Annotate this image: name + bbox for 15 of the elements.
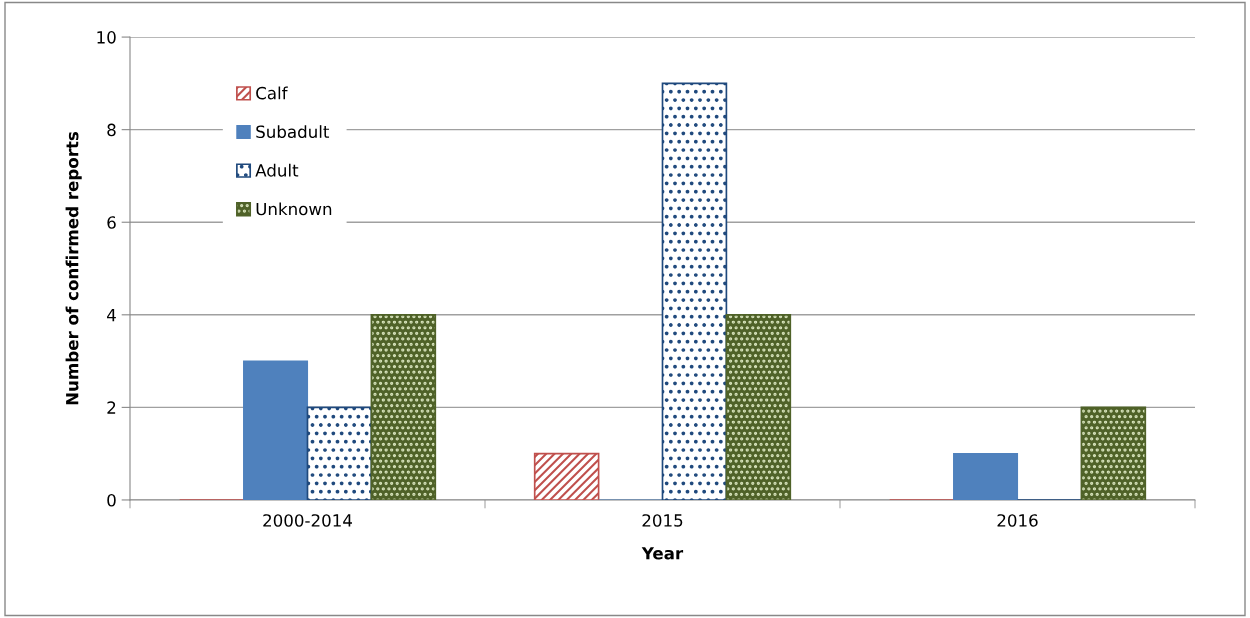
y-axis-title: Number of confirmed reports — [65, 131, 82, 405]
x-tick-label: 2015 — [642, 514, 683, 527]
legend-label: Adult — [255, 163, 299, 177]
legend-label: Unknown — [256, 202, 332, 216]
x-tick-label: 2000-2014 — [263, 514, 352, 527]
y-tick-label: 8 — [107, 123, 116, 137]
legend-label: Subadult — [256, 125, 330, 139]
y-tick-label: 2 — [107, 401, 116, 414]
x-tick-label: 2016 — [997, 514, 1038, 527]
y-tick-label: 0 — [107, 493, 116, 507]
y-tick-label: 4 — [107, 308, 116, 322]
y-tick-label: 10 — [97, 31, 116, 44]
legend-label: Calf — [256, 86, 288, 100]
y-tick-label: 6 — [107, 216, 116, 229]
x-axis-title: Year — [641, 547, 684, 560]
